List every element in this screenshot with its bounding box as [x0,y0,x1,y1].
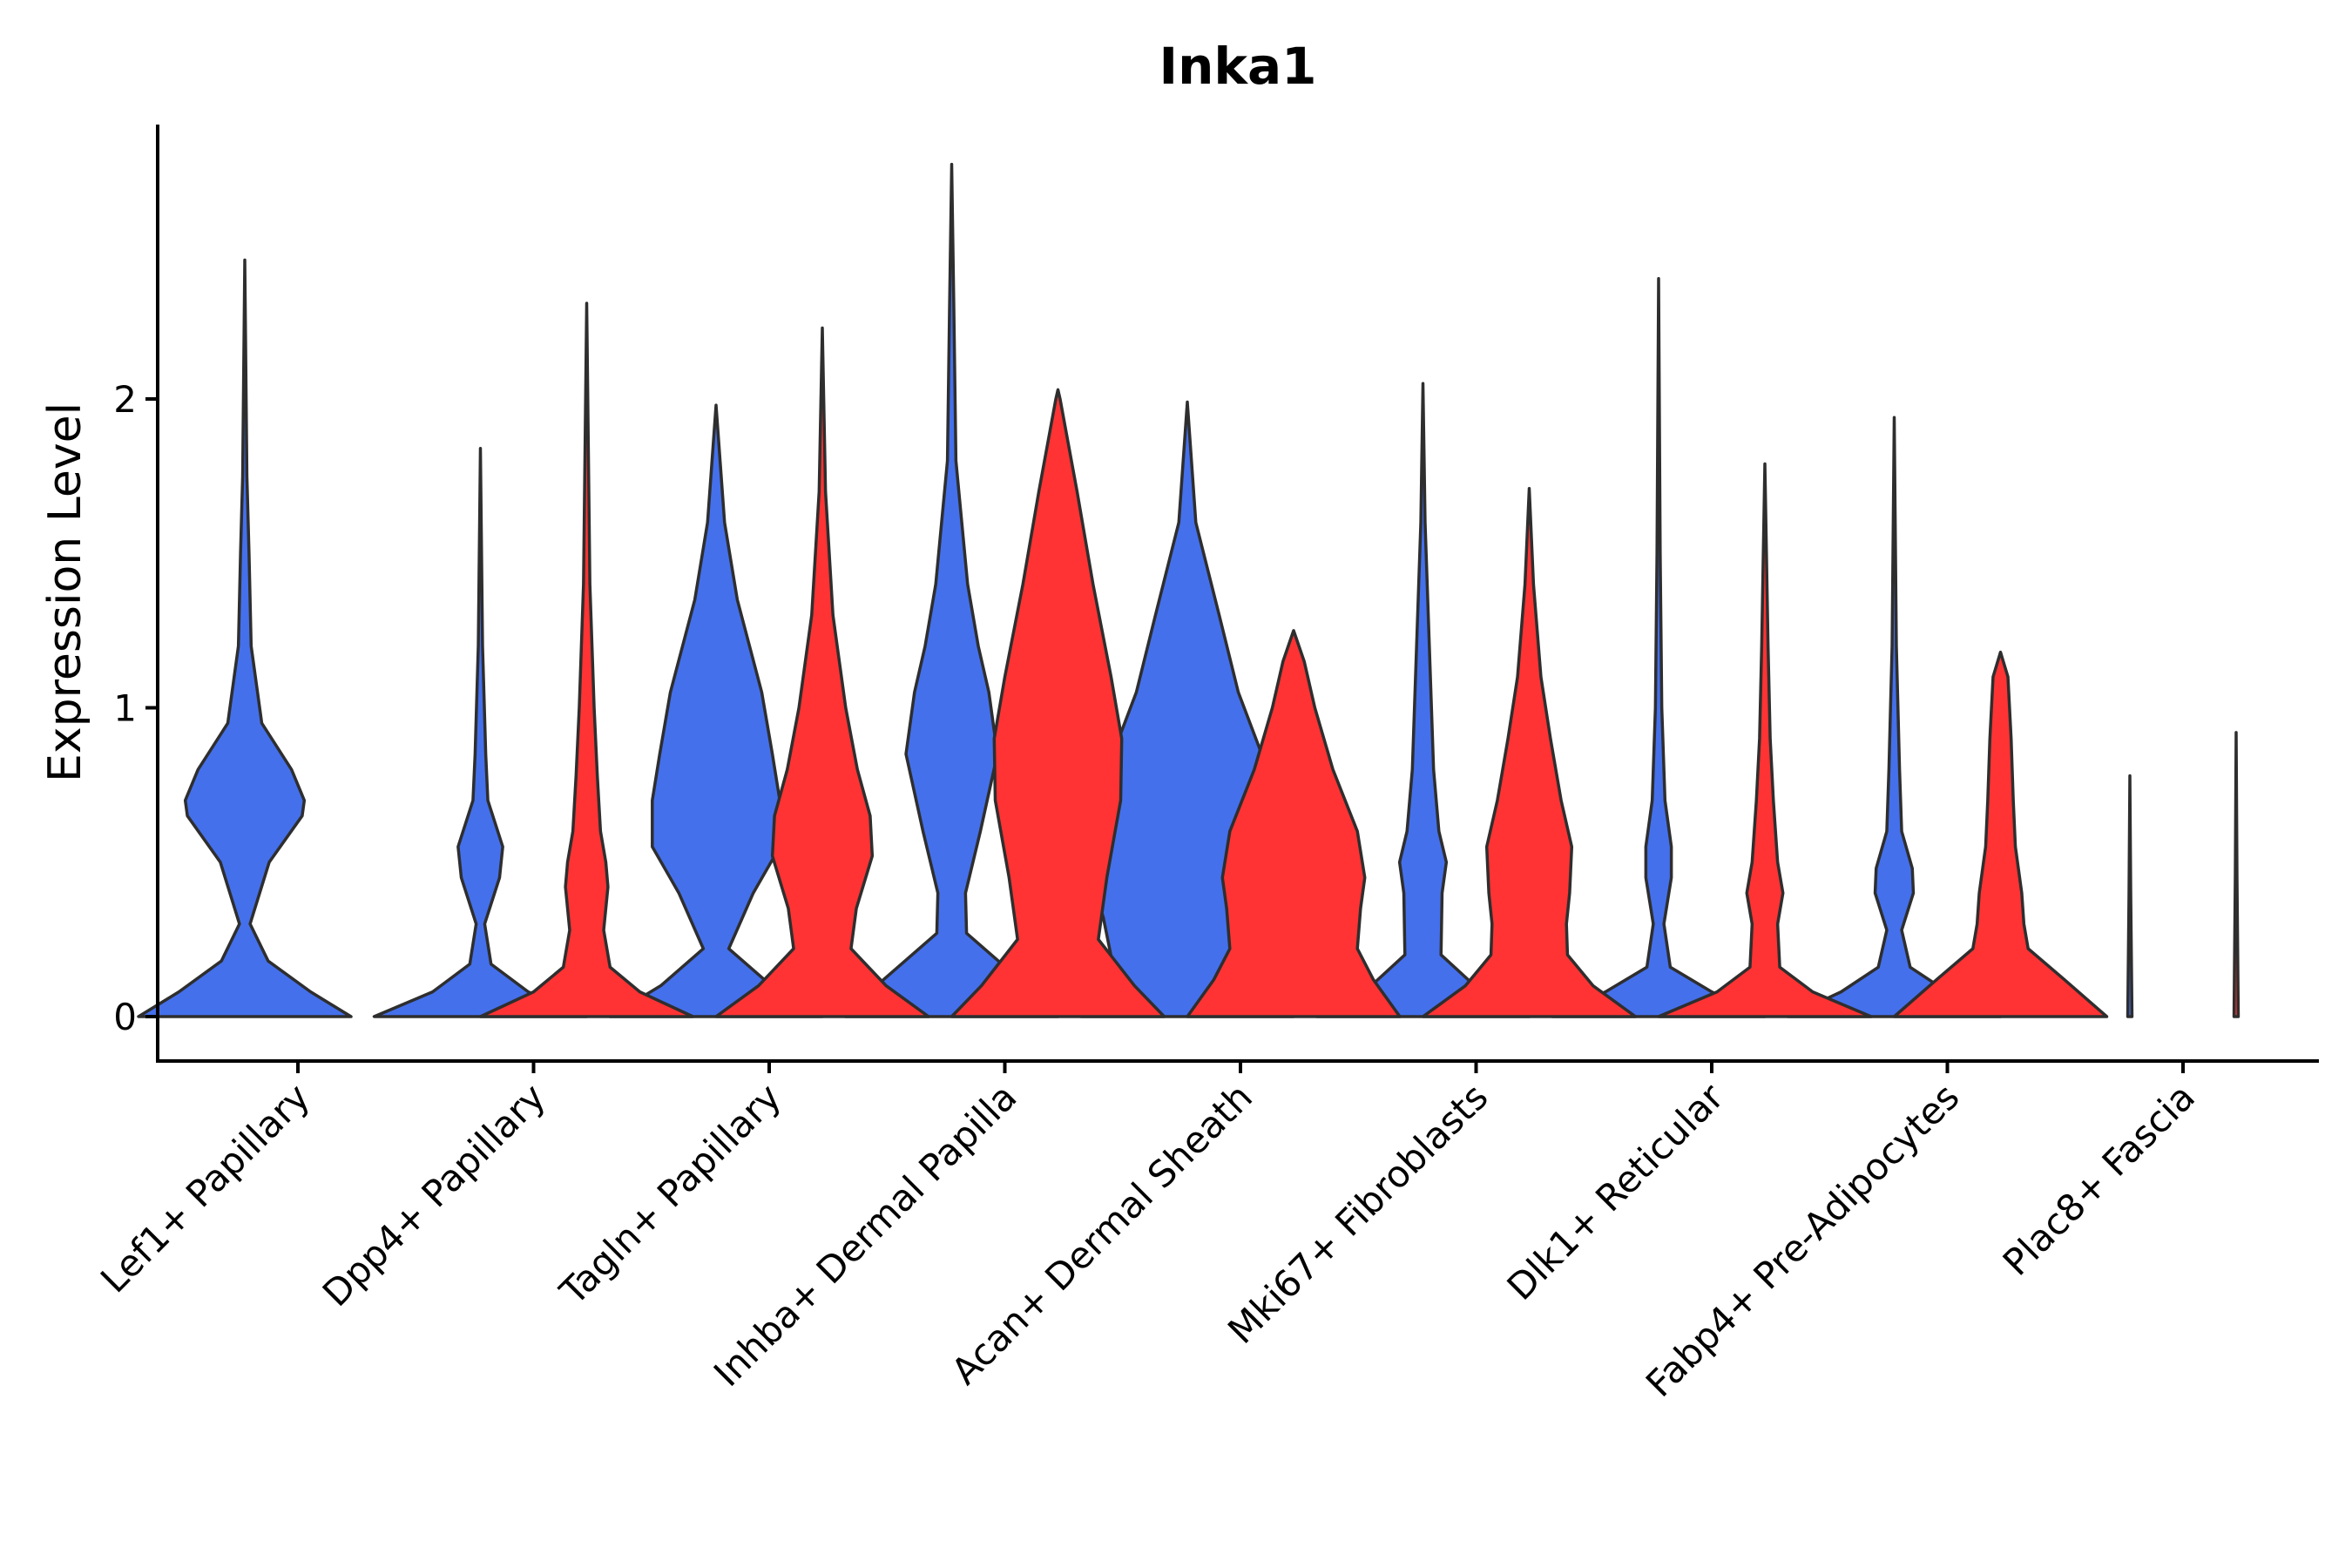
x-tick-label: Dpp4+ Papillary [314,1075,554,1315]
x-tick-label: Tagln+ Papillary [551,1075,789,1313]
chart-title: Inka1 [1159,37,1317,96]
violin-blue-7 [1786,416,2003,1018]
violin-blue-6 [1551,276,1767,1018]
violin-red-6 [1657,462,1873,1018]
y-tick-label: 0 [113,996,137,1038]
y-tick-label: 2 [113,378,137,421]
violin-red-7 [1892,650,2109,1018]
y-ticks: 0 1 2 [113,378,158,1038]
violin-red-2 [714,326,930,1018]
violin-red-5 [1421,487,1638,1018]
y-axis-label: Expression Level [39,402,91,782]
violin-red-1 [478,301,695,1018]
violin-blue-3 [843,162,1060,1018]
x-tick-label: Plac8+ Fascia [1995,1075,2203,1283]
violin-blue-5 [1315,382,1531,1018]
violin-blue-0 [137,258,353,1018]
violin-red-4 [1186,629,1402,1018]
violin-blue-8 [2126,774,2134,1018]
x-tick-label: Lef1+ Papillary [92,1075,318,1301]
violin-blue-1 [372,446,589,1018]
violin-red-8 [2232,731,2240,1018]
x-tick-label: Dlk1+ Reticular [1499,1075,1733,1308]
x-tick-label: Mki67+ Fibroblasts [1220,1075,1496,1351]
violin-blue-2 [608,403,824,1018]
y-tick-label: 1 [113,687,137,730]
violin-red-3 [950,388,1166,1018]
violin-layer [137,162,2240,1018]
